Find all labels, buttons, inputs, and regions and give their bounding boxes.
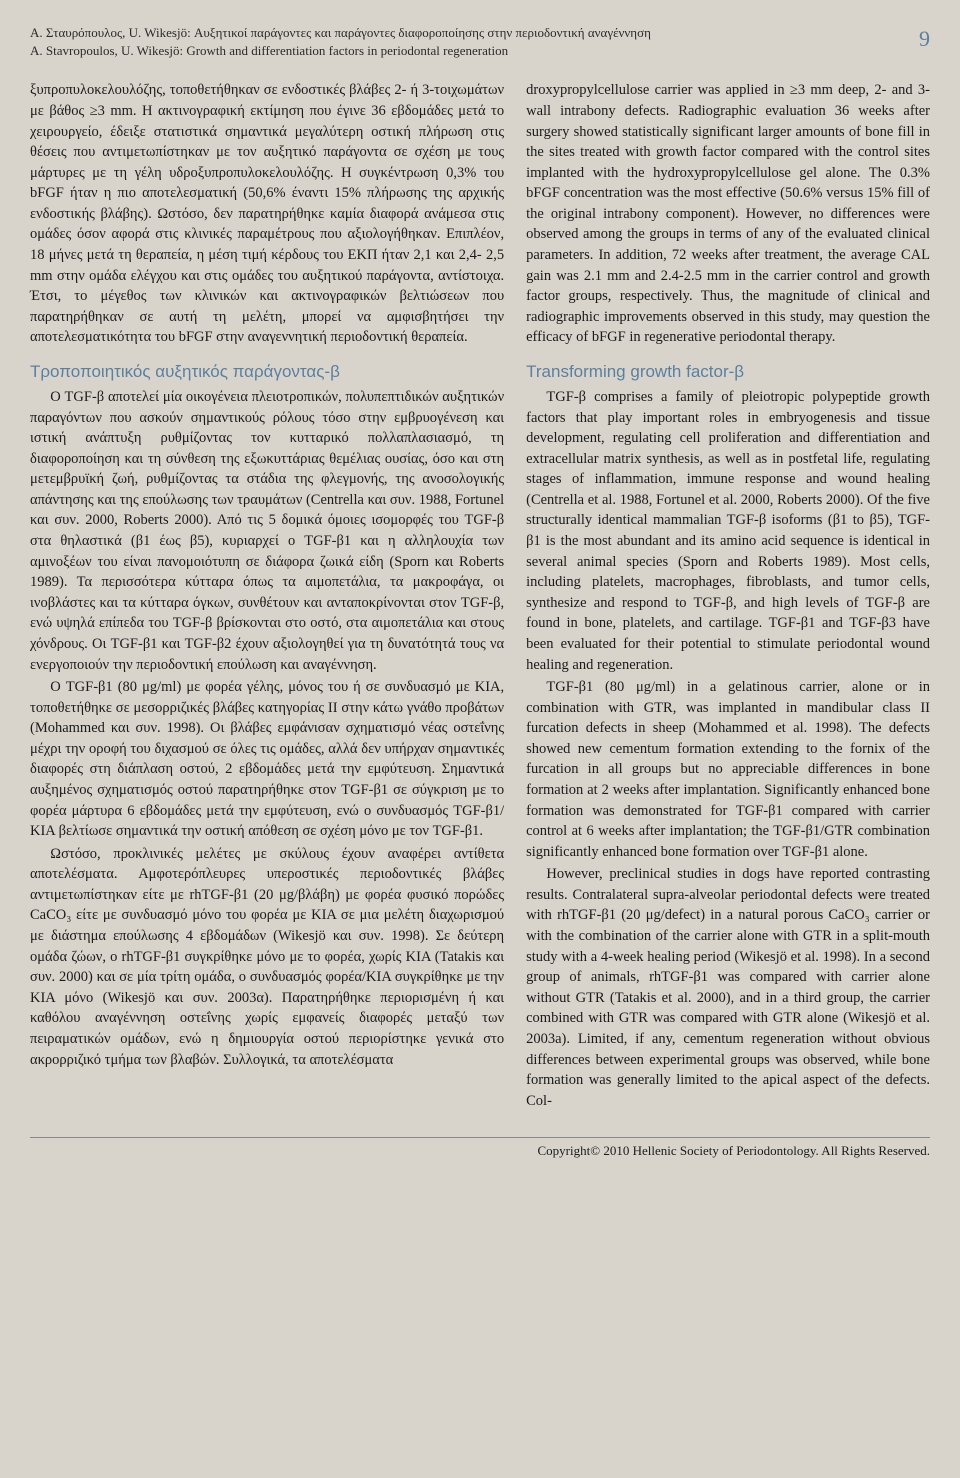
- left-para-4: Ωστόσο, προκλινικές μελέτες με σκύλους έ…: [30, 844, 504, 1070]
- page-number: 9: [903, 24, 930, 55]
- page-container: Α. Σταυρόπουλος, U. Wikesjö: Αυξητικοί π…: [0, 0, 960, 1184]
- left-column: ξυπροπυλοκελουλόζης, τοποθετήθηκαν σε εν…: [30, 80, 504, 1113]
- left-para-1: ξυπροπυλοκελουλόζης, τοποθετήθηκαν σε εν…: [30, 80, 504, 348]
- left-para-2: Ο TGF-β αποτελεί μία οικογένεια πλειοτρο…: [30, 387, 504, 675]
- left-section-heading: Τροποποιητικός αυξητικός παράγοντας-β: [30, 360, 504, 384]
- page-header: Α. Σταυρόπουλος, U. Wikesjö: Αυξητικοί π…: [30, 24, 930, 60]
- right-para-1: droxypropylcellulose carrier was applied…: [526, 80, 930, 348]
- header-authors-title: Α. Σταυρόπουλος, U. Wikesjö: Αυξητικοί π…: [30, 24, 903, 60]
- page-footer: Copyright© 2010 Hellenic Society of Peri…: [30, 1137, 930, 1160]
- two-column-layout: ξυπροπυλοκελουλόζης, τοποθετήθηκαν σε εν…: [30, 80, 930, 1113]
- right-section-heading: Transforming growth factor-β: [526, 360, 930, 384]
- header-line-english: A. Stavropoulos, U. Wikesjö: Growth and …: [30, 42, 903, 60]
- right-column: droxypropylcellulose carrier was applied…: [526, 80, 930, 1113]
- right-para-4: However, preclinical studies in dogs hav…: [526, 864, 930, 1111]
- header-line-greek: Α. Σταυρόπουλος, U. Wikesjö: Αυξητικοί π…: [30, 24, 903, 42]
- right-para-2: TGF-β comprises a family of pleiotropic …: [526, 387, 930, 675]
- right-para-3: TGF-β1 (80 μg/ml) in a gelatinous carrie…: [526, 677, 930, 862]
- left-para-3: Ο TGF-β1 (80 μg/ml) με φορέα γέλης, μόνο…: [30, 677, 504, 842]
